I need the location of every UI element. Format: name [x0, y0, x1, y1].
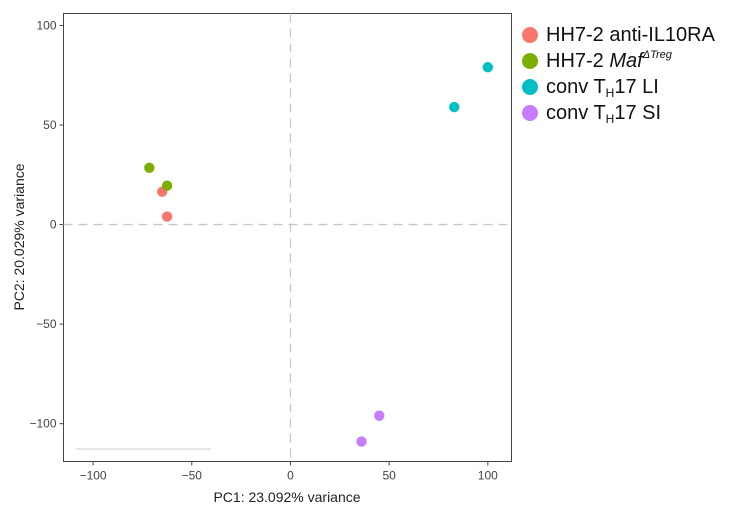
x-tick-label: 100	[478, 469, 498, 483]
legend-key-hh7-2-anti-il10ra	[522, 27, 538, 43]
legend-key-hh7-2-maf-treg	[522, 53, 538, 69]
y-tick-label: 100	[36, 18, 56, 32]
legend-item-conv-th17-si: conv TH17 SI	[522, 100, 715, 126]
point-series-2-1	[482, 62, 494, 73]
x-axis-title: PC1: 23.092% variance	[213, 489, 360, 505]
legend-label-hh7-2-maf-treg: HH7-2 MafΔTreg	[546, 49, 672, 72]
x-tick-label: 50	[382, 469, 396, 483]
x-axis-ticks: −100 −50 0 50 100	[80, 461, 498, 483]
point-series-1-0	[144, 162, 155, 174]
legend-item-conv-th17-li: conv TH17 LI	[522, 74, 715, 100]
x-tick-label: 0	[287, 469, 294, 483]
legend-label-hh7-2-anti-il10ra: HH7-2 anti-IL10RA	[546, 24, 715, 46]
y-tick-label: −100	[29, 417, 56, 431]
legend-key-conv-th17-li	[522, 79, 538, 95]
y-axis-ticks: 100 50 0 −50 −100	[29, 18, 64, 431]
legend: HH7-2 anti-IL10RA HH7-2 MafΔTreg conv TH…	[522, 22, 715, 126]
point-series-3-1	[356, 436, 367, 447]
x-tick-label: −50	[182, 469, 203, 483]
legend-label-conv-th17-si: conv TH17 SI	[546, 102, 662, 126]
legend-item-hh7-2-maf-treg: HH7-2 MafΔTreg	[522, 48, 715, 74]
legend-item-hh7-2-anti-il10ra: HH7-2 anti-IL10RA	[522, 22, 715, 48]
legend-label-conv-th17-li: conv TH17 LI	[546, 76, 659, 100]
data-points	[144, 62, 494, 447]
plot-panel	[63, 13, 512, 462]
point-series-2-0	[449, 101, 460, 113]
y-tick-label: 0	[50, 218, 57, 232]
y-tick-label: −50	[36, 317, 57, 331]
x-tick-label: −100	[80, 469, 107, 483]
point-series-1-1	[161, 180, 173, 191]
y-tick-label: 50	[43, 118, 57, 132]
y-axis-title: PC2: 20.029% variance	[11, 163, 27, 310]
point-series-0-1	[161, 211, 173, 222]
point-series-3-0	[374, 410, 385, 421]
legend-key-conv-th17-si	[522, 105, 538, 121]
